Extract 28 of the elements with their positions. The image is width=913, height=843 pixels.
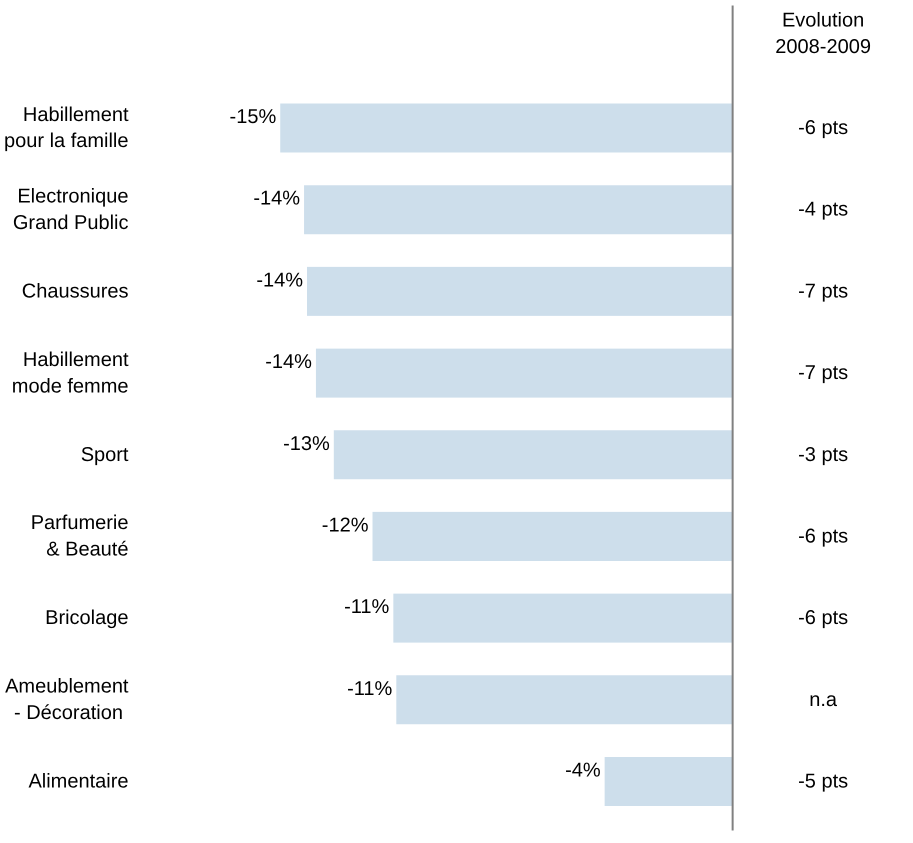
text: -3 pts bbox=[798, 444, 848, 466]
data-label: -11% bbox=[344, 596, 390, 618]
text: n.a bbox=[809, 688, 838, 711]
y-tick-label: Bricolage bbox=[45, 607, 129, 630]
y-tick-label: Habillement pour la famille bbox=[4, 104, 129, 152]
text: -6 pts bbox=[798, 525, 848, 548]
text: -6 pts bbox=[798, 607, 848, 630]
y-tick-label: Chaussures bbox=[22, 280, 128, 302]
data-label: -14% bbox=[265, 351, 312, 374]
y-tick-label: Ameublement - Décoration bbox=[5, 676, 129, 724]
y-tick-label: Habillement mode femme bbox=[12, 348, 129, 398]
y-tick-label: Alimentaire bbox=[28, 770, 129, 792]
data-label: -15% bbox=[230, 106, 276, 128]
data-label: -11% bbox=[347, 678, 393, 700]
data-label: -4% bbox=[565, 759, 601, 782]
data-label: -12% bbox=[322, 514, 369, 536]
text: -6 pts bbox=[798, 117, 848, 140]
text: -7 pts bbox=[798, 280, 848, 302]
text: -5 pts bbox=[798, 770, 848, 792]
y-tick-label: Sport bbox=[80, 444, 129, 466]
text: -4 pts bbox=[798, 198, 848, 221]
data-label: -13% bbox=[283, 432, 330, 455]
data-label: -14% bbox=[256, 269, 304, 292]
y-tick-label: Electronique Grand Public bbox=[12, 186, 129, 234]
text: -7 pts bbox=[798, 362, 848, 384]
text: Evolution 2008-2009 bbox=[775, 10, 871, 58]
data-label: -14% bbox=[253, 188, 300, 210]
y-tick-label: Parfumerie & Beauté bbox=[30, 512, 129, 561]
